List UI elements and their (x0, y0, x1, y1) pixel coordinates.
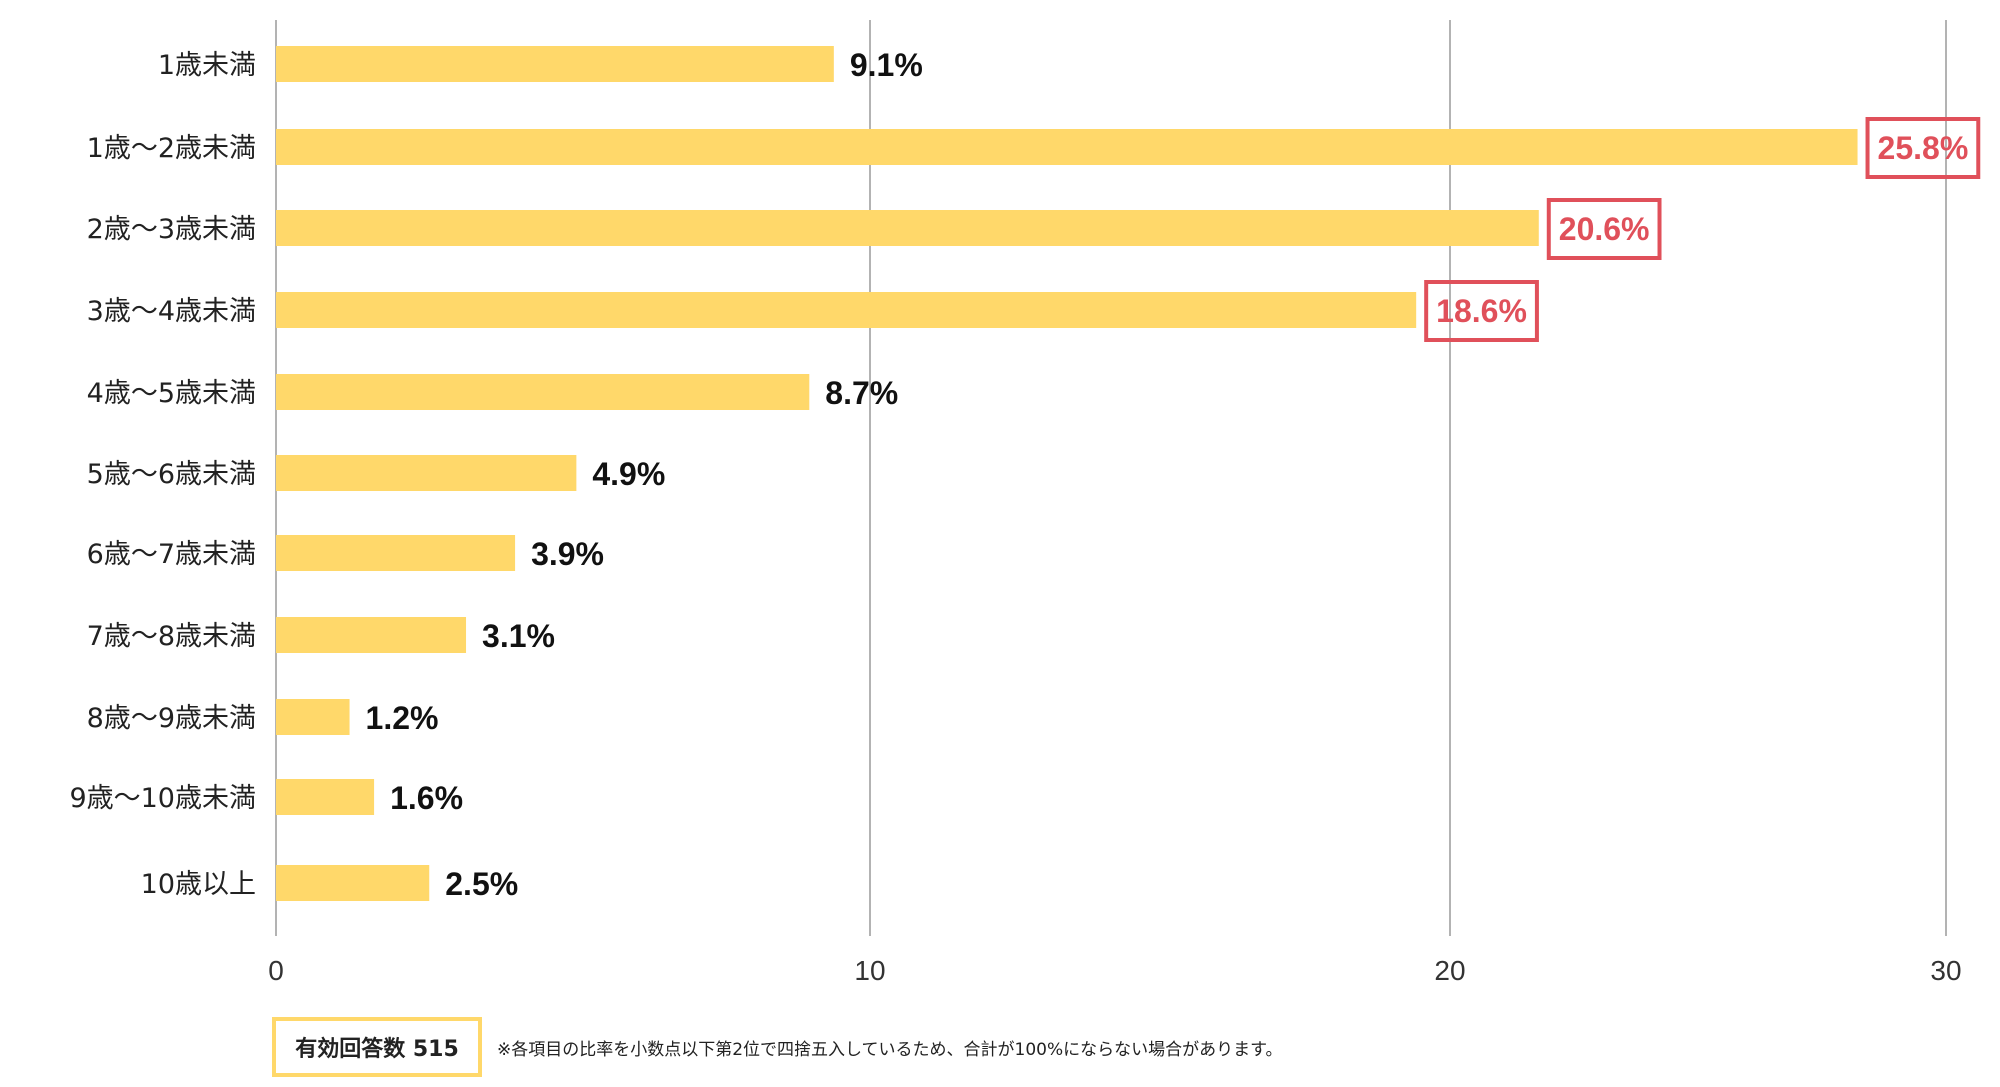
data-label: 1.2% (366, 700, 439, 736)
respondents-box: 有効回答数 515 (272, 1017, 482, 1077)
data-label: 25.8% (1878, 130, 1969, 166)
category-label: 3歳～4歳未満 (87, 296, 256, 327)
category-label: 7歳～8歳未満 (87, 621, 256, 652)
category-label: 2歳～3歳未満 (87, 214, 256, 245)
category-label: 9歳～10歳未満 (69, 783, 256, 814)
bar (276, 46, 834, 82)
respondents-count: 有効回答数 515 (295, 1037, 459, 1062)
category-label: 1歳未満 (158, 50, 256, 81)
data-label: 3.9% (531, 536, 604, 572)
data-label: 1.6% (390, 780, 463, 816)
bar (276, 210, 1539, 246)
category-label: 5歳～6歳未満 (87, 459, 256, 490)
bar (276, 292, 1417, 328)
x-tick-label: 30 (1930, 955, 1961, 986)
bar (276, 374, 810, 410)
data-label: 2.5% (445, 866, 518, 902)
highlight-box (1424, 280, 1539, 342)
bar (276, 535, 516, 571)
data-label: 8.7% (825, 375, 898, 411)
footnote: ※各項目の比率を小数点以下第2位で四捨五入しているため、合計が100%にならない… (497, 1040, 1283, 1060)
highlight-box (1546, 198, 1662, 260)
data-label: 18.6% (1436, 293, 1527, 329)
x-tick-label: 10 (854, 955, 885, 986)
bar (276, 865, 430, 901)
data-label: 9.1% (850, 47, 923, 83)
category-label: 8歳～9歳未満 (87, 703, 256, 734)
data-label: 20.6% (1559, 211, 1650, 247)
category-label: 4歳～5歳未満 (87, 378, 256, 409)
highlight-box (1865, 117, 1981, 179)
bar (276, 779, 375, 815)
data-label: 4.9% (592, 456, 665, 492)
data-label: 3.1% (482, 618, 555, 654)
x-tick-label: 20 (1434, 955, 1465, 986)
x-tick-label: 0 (268, 955, 284, 986)
bar (276, 617, 467, 653)
bar (276, 455, 577, 491)
category-label: 1歳～2歳未満 (87, 133, 256, 164)
bar (276, 129, 1858, 165)
bar (276, 699, 350, 735)
category-label: 6歳～7歳未満 (87, 539, 256, 570)
bar-chart: 0 10 20 30 1歳未満 9.1% 1歳～2歳未満 25.8% 2歳～3歳未満 20.6% 3… (69, 20, 1981, 986)
category-label: 10歳以上 (141, 869, 256, 900)
